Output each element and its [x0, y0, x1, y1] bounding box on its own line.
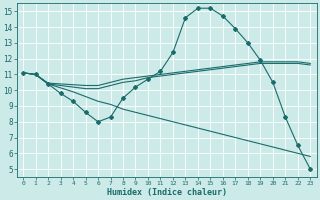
X-axis label: Humidex (Indice chaleur): Humidex (Indice chaleur)	[107, 188, 227, 197]
